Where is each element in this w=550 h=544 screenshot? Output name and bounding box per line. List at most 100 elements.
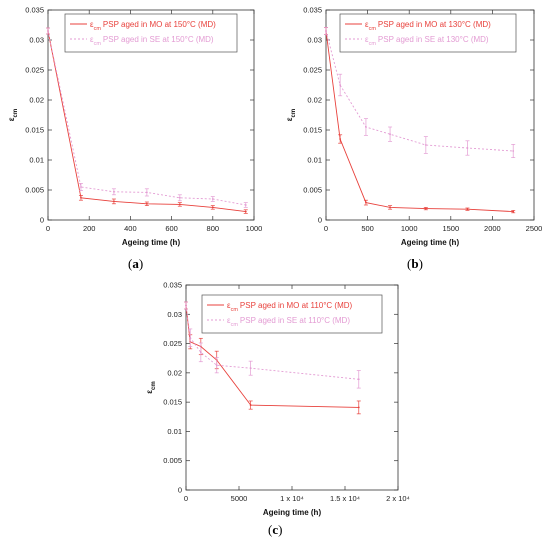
y-tick-label: 0.035 [25, 6, 44, 15]
x-tick-label: 1000 [246, 224, 263, 233]
y-tick-label: 0.005 [25, 186, 44, 195]
y-tick-label: 0.005 [163, 456, 182, 465]
legend-label-mo: εcm PSP aged in MO at 110°C (MD) [227, 301, 353, 313]
x-tick-label: 600 [165, 224, 178, 233]
data-point-se [325, 30, 327, 32]
data-point-se [47, 30, 49, 32]
data-point-mo [249, 404, 252, 406]
x-tick-label: 5000 [231, 494, 248, 503]
chart-a-cure-strain-150c: 0 0.005 0.01 0.015 0.02 0.025 0.03 0.035 0 200 400… [7, 6, 263, 248]
x-tick-label: 2000 [484, 224, 501, 233]
y-tick-label: 0.015 [163, 398, 182, 407]
caption-c: (c) [268, 522, 283, 537]
y-tick-label: 0.035 [163, 281, 182, 290]
data-point-se [357, 378, 360, 381]
data-point-mo [80, 196, 82, 199]
data-point-mo [145, 202, 148, 205]
legend-label-se: εcm PSP aged in SE at 130°C (MD) [365, 35, 489, 47]
y-tick-label: 0.03 [29, 36, 44, 45]
data-point-se [178, 196, 181, 199]
legend-label-se: εcm PSP aged in SE at 110°C (MD) [227, 316, 350, 328]
chart-b-cure-strain-130c: 0 0.005 0.01 0.015 0.02 0.025 0.03 0.035 0 500 100… [285, 6, 543, 248]
data-point-se [365, 126, 367, 128]
data-point-se [249, 367, 252, 370]
data-point-se [189, 336, 192, 339]
y-tick-label: 0.03 [167, 310, 182, 319]
data-point-se [244, 204, 247, 206]
data-point-mo [178, 203, 181, 206]
x-tick-label: 2 x 10⁴ [386, 494, 410, 503]
data-point-se [145, 191, 148, 194]
y-tick-label: 0.015 [25, 126, 44, 135]
y-tick-label: 0 [40, 216, 44, 225]
plot-frame [325, 9, 535, 221]
y-tick-label: 0.025 [163, 339, 182, 348]
x-tick-label: 0 [324, 224, 328, 233]
data-point-se [215, 364, 218, 367]
data-point-se [339, 84, 342, 86]
y-tick-label: 0.01 [29, 156, 44, 165]
data-point-mo [211, 206, 214, 209]
y-axis-label: εcm [145, 381, 157, 393]
x-tick-label: 2500 [526, 224, 543, 233]
y-tick-label: 0.02 [29, 96, 44, 105]
data-point-mo [466, 208, 469, 211]
caption-a: (a) [128, 256, 144, 271]
x-tick-label: 0 [46, 224, 50, 233]
x-tick-label: 500 [361, 224, 374, 233]
data-point-se [113, 190, 115, 193]
x-tick-label: 1.5 x 10⁴ [330, 494, 360, 503]
data-point-mo [365, 201, 367, 204]
y-tick-label: 0.03 [307, 36, 322, 45]
data-point-se [424, 144, 427, 146]
x-axis-label: Ageing time (h) [263, 508, 322, 517]
y-tick-label: 0 [318, 216, 322, 225]
y-tick-label: 0.005 [303, 186, 322, 195]
x-tick-label: 1 x 10⁴ [280, 494, 304, 503]
y-tick-label: 0.01 [167, 427, 182, 436]
y-tick-label: 0.035 [303, 6, 322, 15]
x-tick-label: 1000 [401, 224, 418, 233]
y-axis-label: εcm [285, 109, 297, 121]
data-point-mo [113, 200, 115, 203]
x-tick-label: 200 [83, 224, 96, 233]
data-point-mo [357, 406, 360, 409]
y-tick-label: 0.02 [167, 368, 182, 377]
legend-label-mo: εcm PSP aged in MO at 130°C (MD) [365, 20, 491, 32]
plot-frame [47, 9, 255, 221]
data-point-mo [512, 210, 515, 213]
x-tick-label: 0 [184, 494, 188, 503]
data-point-mo [424, 207, 427, 210]
y-tick-label: 0.025 [303, 66, 322, 75]
data-point-se [80, 186, 82, 188]
y-tick-label: 0.015 [303, 126, 322, 135]
legend-box [339, 13, 517, 53]
legend-label-se: εcm PSP aged in SE at 150°C (MD) [90, 35, 214, 47]
data-point-mo [244, 210, 247, 213]
y-tick-label: 0 [178, 486, 182, 495]
data-point-se [512, 150, 515, 152]
series-line-se [185, 305, 359, 380]
legend-box [64, 13, 238, 53]
data-point-mo [389, 206, 391, 209]
y-tick-label: 0.01 [307, 156, 322, 165]
series-line-mo [47, 30, 246, 213]
data-point-se [185, 304, 187, 307]
data-point-mo [339, 138, 342, 140]
series-line-mo [325, 30, 514, 213]
x-tick-label: 1500 [442, 224, 459, 233]
x-tick-label: 800 [207, 224, 220, 233]
data-point-se [466, 147, 469, 149]
x-axis-label: Ageing time (h) [401, 238, 460, 247]
data-point-se [389, 133, 391, 136]
y-tick-label: 0.025 [25, 66, 44, 75]
caption-b: (b) [407, 256, 423, 271]
y-tick-label: 0.02 [307, 96, 322, 105]
series-line-mo [185, 305, 359, 408]
x-axis-label: Ageing time (h) [122, 238, 181, 247]
x-tick-label: 400 [124, 224, 137, 233]
legend-label-mo: εcm PSP aged in MO at 150°C (MD) [90, 20, 216, 32]
legend-box [201, 294, 383, 334]
chart-c-cure-strain-110c: 0 0.005 0.01 0.015 0.02 0.025 0.03 0.035 0 5000 1 … [145, 281, 410, 518]
data-point-se [199, 351, 202, 354]
